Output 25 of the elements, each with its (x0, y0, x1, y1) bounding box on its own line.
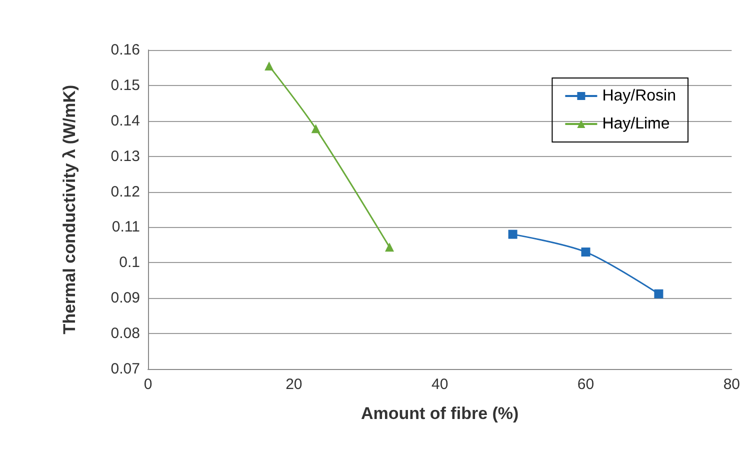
legend-label: Hay/Lime (602, 116, 670, 132)
point (264, 61, 274, 70)
point (654, 289, 664, 298)
x-axis-title: Amount of fibre (%) (360, 404, 519, 423)
y-tick-label: 0.15 (110, 76, 140, 94)
x-tick-label: 20 (286, 376, 302, 393)
y-tick-label: 0.08 (110, 325, 140, 342)
y-tick-label: 0.16 (110, 42, 140, 58)
point (508, 230, 518, 239)
y-tick-label: 0.1 (119, 254, 140, 272)
y-tick-label: 0.12 (110, 183, 140, 200)
x-tick-label: 60 (577, 376, 594, 393)
x-tick-label: 0 (144, 376, 152, 393)
point (384, 242, 394, 252)
legend-label: Hay/Rosin (602, 88, 676, 104)
y-axis-title: Thermal conductivity λ (W/mK) (60, 84, 79, 334)
y-tick-label: 0.13 (110, 148, 140, 165)
y-tick-label: 0.14 (110, 112, 140, 130)
y-tick-label: 0.09 (110, 290, 140, 307)
x-tick-label: 40 (431, 376, 448, 393)
y-tick-label: 0.11 (112, 218, 140, 236)
y-tick-label: 0.07 (110, 360, 140, 378)
point (581, 248, 590, 257)
point (311, 124, 320, 134)
x-tick-label: 80 (723, 376, 740, 393)
